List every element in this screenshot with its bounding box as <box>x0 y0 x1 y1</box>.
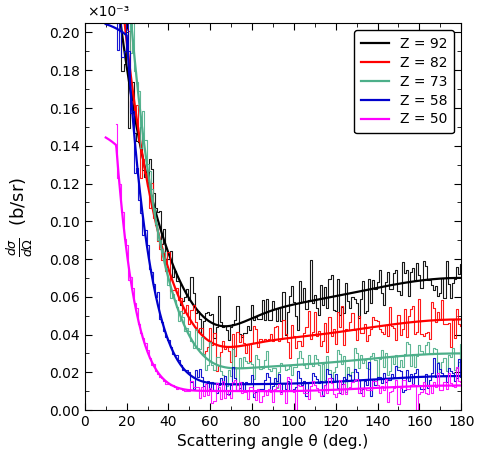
Z = 73 <box>310 361 315 367</box>
Z = 82 <box>310 333 315 338</box>
Z = 73 <box>409 353 415 358</box>
Z = 58 <box>319 380 325 385</box>
Z = 50 <box>263 389 269 394</box>
Text: ×10⁻³: ×10⁻³ <box>87 5 129 19</box>
Z = 82 <box>227 344 232 350</box>
Z = 50 <box>319 388 325 393</box>
Z = 58 <box>409 374 415 380</box>
Z = 82 <box>319 331 325 337</box>
Z = 92 <box>310 298 315 303</box>
Z = 73 <box>458 351 464 356</box>
Z = 50 <box>373 385 379 391</box>
Z = 82 <box>103 0 108 3</box>
Z = 92 <box>222 324 228 329</box>
Z = 58 <box>310 380 315 385</box>
Y-axis label: $\frac{d\sigma}{d\Omega}$  (b/sr): $\frac{d\sigma}{d\Omega}$ (b/sr) <box>6 177 35 257</box>
Line: Z = 58: Z = 58 <box>106 24 461 384</box>
Z = 73 <box>373 355 379 361</box>
Z = 82 <box>330 330 336 335</box>
Z = 82 <box>125 46 131 51</box>
Z = 50 <box>125 256 131 261</box>
Line: Z = 50: Z = 50 <box>106 137 461 391</box>
Z = 92 <box>125 70 131 75</box>
Z = 82 <box>458 317 464 322</box>
Line: Z = 92: Z = 92 <box>106 0 461 326</box>
Z = 92 <box>330 294 336 299</box>
Z = 92 <box>458 275 464 281</box>
Z = 82 <box>373 324 379 329</box>
Z = 92 <box>319 296 325 302</box>
Z = 50 <box>458 383 464 388</box>
Z = 73 <box>330 359 336 365</box>
Line: Z = 82: Z = 82 <box>106 0 461 347</box>
Z = 73 <box>319 360 325 366</box>
Z = 58 <box>373 377 379 382</box>
Z = 58 <box>103 21 108 27</box>
Z = 73 <box>103 10 108 15</box>
Z = 58 <box>125 46 131 51</box>
Line: Z = 73: Z = 73 <box>106 12 461 369</box>
Z = 50 <box>330 387 336 393</box>
Legend: Z = 92, Z = 82, Z = 73, Z = 58, Z = 50: Z = 92, Z = 82, Z = 73, Z = 58, Z = 50 <box>354 30 454 133</box>
Z = 58 <box>230 382 236 387</box>
Z = 92 <box>409 279 415 284</box>
Z = 58 <box>458 373 464 379</box>
Z = 50 <box>409 384 415 389</box>
Z = 58 <box>330 379 336 384</box>
X-axis label: Scattering angle θ (deg.): Scattering angle θ (deg.) <box>178 435 369 450</box>
Z = 50 <box>103 135 108 140</box>
Z = 92 <box>373 285 379 291</box>
Z = 73 <box>235 366 241 371</box>
Z = 82 <box>409 319 415 325</box>
Z = 50 <box>310 388 315 393</box>
Z = 73 <box>125 14 131 19</box>
